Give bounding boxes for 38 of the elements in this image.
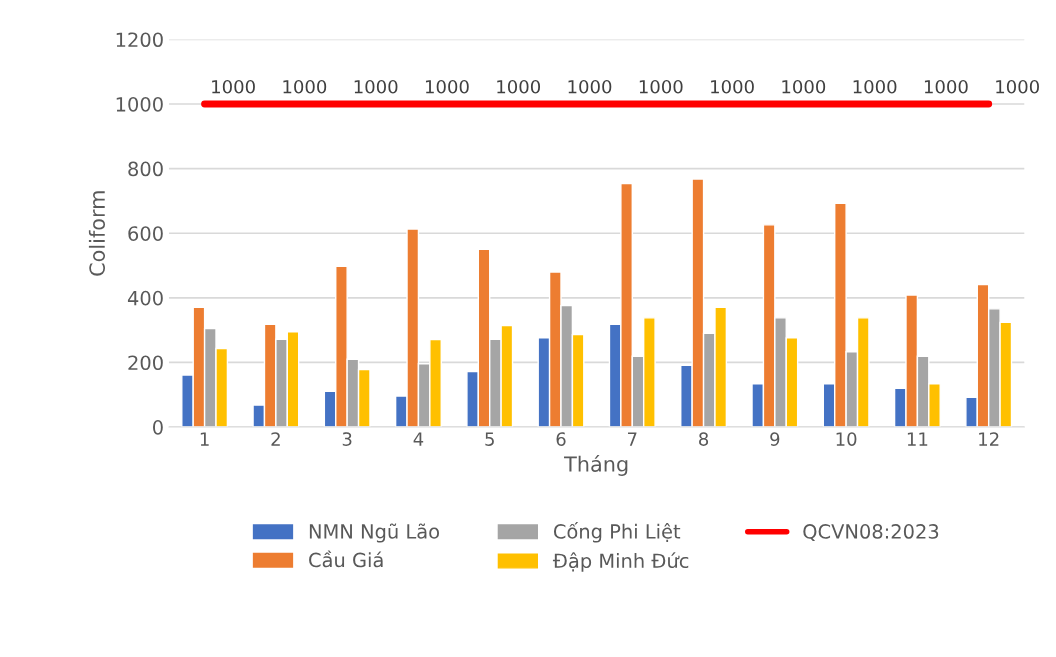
y-tick-label: 200 [128,355,163,371]
data-label: 1000 [639,79,683,94]
x-tick-label: 5 [485,432,494,446]
y-axis-title: Coliform [88,191,106,276]
x-tick-label: 2 [271,432,280,446]
x-tick-label: 4 [413,432,424,446]
x-tick-label: 3 [342,432,352,446]
data-label: 1000 [425,79,469,94]
x-tick-label: 6 [556,432,566,446]
x-tick-label: 11 [907,432,928,446]
y-tick-label: 400 [127,290,163,306]
legend-label: Cống Phi Liệt [553,522,681,543]
y-tick-label: 800 [128,161,163,177]
legend-label: NMN Ngũ Lão [309,523,440,543]
x-tick-label: 1 [200,432,209,446]
x-axis-title: Tháng [564,454,628,476]
legend-label: Cầu Giá [309,550,383,568]
data-label: 1000 [711,79,754,94]
data-label: 1000 [996,79,1039,94]
data-label: 1000 [568,79,612,94]
y-tick-label: 600 [128,226,163,241]
data-label: 1000 [354,79,398,94]
data-label: 1000 [782,79,826,94]
data-label: 1000 [212,79,255,94]
data-label: 1000 [283,79,327,94]
x-tick-label: 8 [699,432,709,446]
y-tick-label: 1200 [116,32,163,48]
data-label: 1000 [853,79,897,94]
x-tick-label: 12 [979,432,999,446]
x-tick-label: 9 [770,432,780,446]
y-tick-label: 0 [153,420,163,435]
data-label: 1000 [924,79,968,94]
legend-label: Đập Minh Đức [552,552,689,572]
legend-label: QCVN08:2023 [803,524,939,542]
x-tick-label: 7 [628,432,637,446]
x-tick-label: 10 [836,432,857,446]
data-label: 1000 [497,79,541,94]
y-tick-label: 1000 [116,96,163,112]
